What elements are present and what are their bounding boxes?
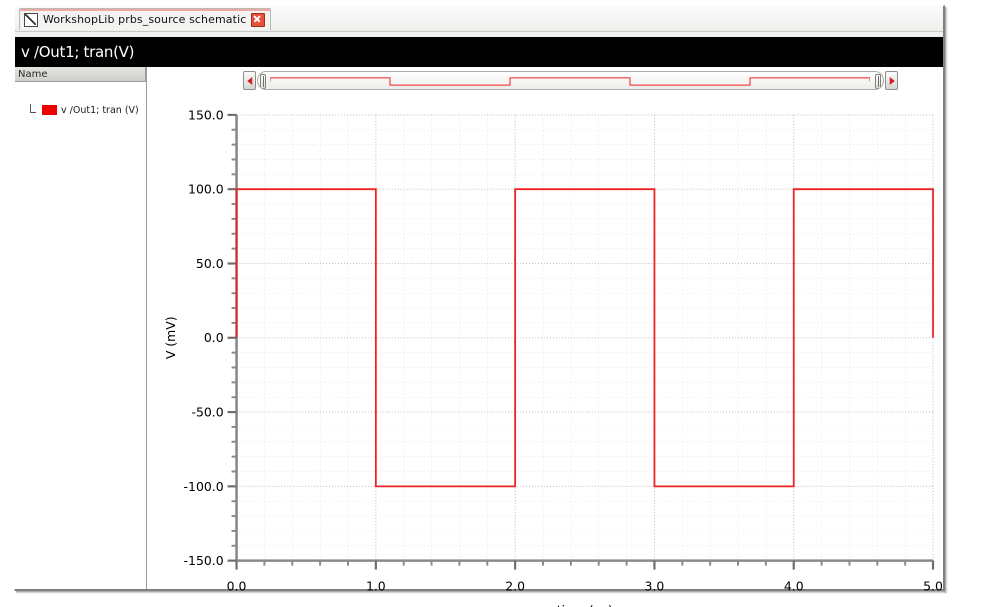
scroll-left-arrow-icon[interactable]: [243, 71, 256, 90]
svg-text:V (mV): V (mV): [163, 316, 178, 359]
svg-text:-150.0: -150.0: [184, 553, 224, 568]
tab-label: WorkshopLib prbs_source schematic: [43, 13, 247, 26]
tree-branch-icon: [29, 103, 38, 115]
svg-text:0.0: 0.0: [227, 578, 247, 593]
schematic-doc-icon: [24, 12, 38, 27]
signal-label: v /Out1; tran (V): [61, 104, 139, 116]
signal-list: v /Out1; tran (V): [15, 82, 146, 117]
viewer-content: Name v /Out1; tran (V) -150.0 -100.: [15, 67, 943, 607]
column-header-name[interactable]: Name: [15, 67, 146, 82]
svg-text:50.0: 50.0: [196, 256, 224, 271]
scrollbar-track[interactable]: [257, 71, 884, 90]
svg-text:time (us): time (us): [557, 602, 613, 607]
close-icon[interactable]: [251, 12, 266, 27]
svg-text:-50.0: -50.0: [191, 405, 223, 420]
waveform-viewer-window: WorkshopLib prbs_source schematic v /Out…: [14, 5, 945, 607]
svg-text:5.0: 5.0: [923, 578, 943, 593]
waveform-chart[interactable]: -150.0 -100.0 -50.0 0.0 50.0 100.0 150.0 0.0 1.0…: [147, 93, 943, 607]
horizontal-scrollbar[interactable]: [243, 70, 898, 92]
signal-color-swatch[interactable]: [42, 105, 57, 115]
window-shadow-bottom: [16, 591, 947, 594]
svg-text:1.0: 1.0: [366, 578, 386, 593]
svg-text:-100.0: -100.0: [184, 479, 224, 494]
svg-text:3.0: 3.0: [645, 578, 665, 593]
tab-strip: WorkshopLib prbs_source schematic: [15, 6, 943, 32]
scroll-grip-right-icon[interactable]: [875, 74, 881, 89]
scroll-grip-left-icon[interactable]: [260, 74, 266, 89]
window-shadow-right: [945, 7, 948, 593]
svg-text:100.0: 100.0: [188, 182, 224, 197]
scroll-right-arrow-icon[interactable]: [885, 71, 898, 90]
svg-text:150.0: 150.0: [188, 107, 224, 122]
list-item[interactable]: v /Out1; tran (V): [15, 103, 146, 117]
plot-panel: -150.0 -100.0 -50.0 0.0 50.0 100.0 150.0 0.0 1.0…: [147, 67, 943, 607]
signal-list-panel: Name v /Out1; tran (V): [15, 67, 147, 589]
tab-workshoplib-prbs-source-schematic[interactable]: WorkshopLib prbs_source schematic: [19, 8, 272, 30]
svg-text:2.0: 2.0: [505, 578, 525, 593]
svg-text:4.0: 4.0: [784, 578, 804, 593]
svg-text:0.0: 0.0: [204, 330, 224, 345]
signal-title-bar: v /Out1; tran(V): [15, 37, 943, 67]
page-title: v /Out1; tran(V): [21, 43, 135, 61]
overview-waveform: [270, 77, 870, 86]
